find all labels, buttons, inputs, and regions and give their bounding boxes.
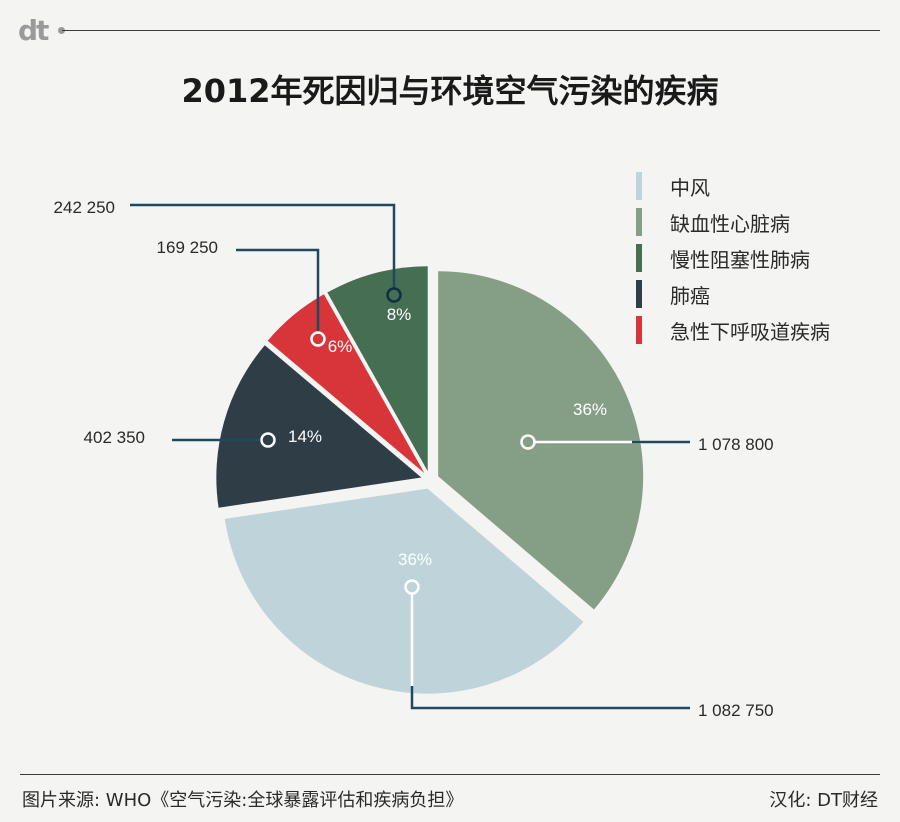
legend-item: 肺癌 — [636, 276, 830, 312]
legend-label: 急性下呼吸道疾病 — [670, 319, 830, 344]
legend-label: 中风 — [670, 175, 710, 200]
brand-logo: dt — [18, 14, 49, 47]
brand-dot — [58, 27, 65, 34]
legend-item: 中风 — [636, 168, 830, 204]
legend-swatch — [636, 208, 642, 236]
value-label: 242 250 — [54, 198, 115, 217]
legend-swatch — [636, 316, 642, 344]
footer-rule — [20, 774, 880, 775]
leader-dot — [404, 579, 420, 595]
legend-item: 慢性阻塞性肺病 — [636, 240, 830, 276]
source-note: 图片来源: WHO《空气污染:全球暴露评估和疾病负担》 — [22, 790, 464, 811]
legend-swatch — [636, 172, 642, 200]
chart-legend: 中风 缺血性心脏病 慢性阻塞性肺病 肺癌 急性下呼吸道疾病 — [636, 168, 830, 348]
legend-label: 慢性阻塞性肺病 — [670, 247, 810, 272]
value-label: 1 078 800 — [698, 435, 774, 454]
value-label: 402 350 — [84, 428, 145, 447]
percent-label: 14% — [288, 427, 322, 446]
leader-dot — [260, 432, 276, 448]
value-label: 169 250 — [157, 238, 218, 257]
percent-label: 36% — [573, 400, 607, 419]
value-label: 1 082 750 — [698, 701, 774, 720]
legend-item: 缺血性心脏病 — [636, 204, 830, 240]
percent-label: 6% — [328, 337, 353, 356]
legend-swatch — [636, 280, 642, 308]
credit-note: 汉化: DT财经 — [769, 790, 878, 811]
pie-slice — [267, 294, 425, 474]
percent-label: 8% — [387, 305, 412, 324]
pie-slice — [327, 266, 428, 472]
leader-dot — [520, 434, 536, 450]
legend-swatch — [636, 244, 642, 272]
chart-title: 2012年死因归与环境空气污染的疾病 — [181, 72, 719, 110]
percent-label: 36% — [398, 550, 432, 569]
legend-item: 急性下呼吸道疾病 — [636, 312, 830, 348]
legend-label: 缺血性心脏病 — [670, 211, 790, 236]
leader-dot — [386, 287, 402, 303]
pie-slice — [438, 271, 644, 610]
pie-slice — [224, 488, 584, 694]
leader-line — [410, 686, 690, 710]
leader-dot — [310, 331, 326, 347]
pie-slice — [216, 345, 422, 508]
leader-line — [236, 248, 320, 339]
leader-line — [130, 203, 396, 295]
legend-label: 肺癌 — [670, 283, 710, 308]
header-rule — [62, 30, 880, 31]
